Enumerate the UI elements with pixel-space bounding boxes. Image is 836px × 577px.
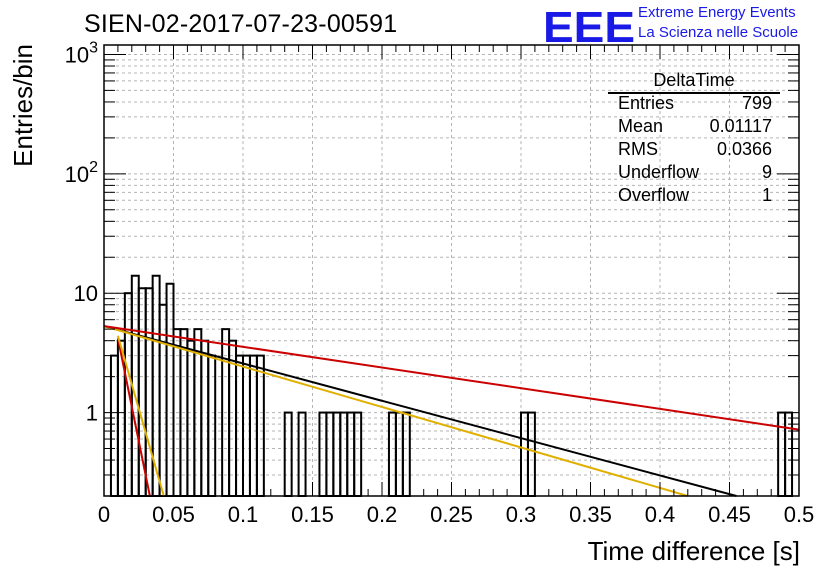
grid-lines [103, 45, 800, 497]
y-tick-label: 1 [86, 401, 98, 426]
stat-value: 1 [761, 185, 772, 205]
histogram-bar [325, 411, 335, 497]
eee-logo-mark: EEE [543, 3, 635, 46]
stat-label: Mean [618, 116, 664, 136]
y-tick-exponent: 3 [89, 39, 98, 56]
stat-value: 0.0366 [716, 139, 772, 159]
histogram-bar [346, 411, 356, 497]
stat-row-entries: Entries 799 [618, 93, 772, 115]
fit-line [116, 337, 151, 497]
stat-label: RMS [618, 139, 658, 159]
y-tick-mantissa: 10 [65, 162, 89, 187]
x-tick-label: 0.45 [708, 502, 751, 527]
histogram-bar [283, 411, 293, 497]
histogram-bar [520, 411, 529, 497]
histogram-bar [339, 411, 349, 497]
x-tick-label: 0.3 [506, 502, 537, 527]
histogram-bar [784, 411, 794, 497]
tick-labels: 0 0.05 0.1 0.15 0.2 0.25 0.3 0.35 0.4 0.45 0.51101… [65, 39, 815, 527]
x-tick-label: 0.35 [569, 502, 612, 527]
stat-row-rms: RMS 0.0366 [618, 139, 772, 161]
stat-row-mean: Mean 0.01117 [618, 116, 772, 138]
histogram-bar [332, 411, 342, 497]
x-tick-label: 0.05 [152, 502, 195, 527]
histogram-bars [109, 274, 794, 498]
logo-line-1: Extreme Energy Events [638, 4, 796, 21]
run-title: SIEN-02-2017-07-23-00591 [84, 10, 398, 38]
histogram-bar [394, 411, 404, 497]
stat-label: Overflow [618, 185, 690, 205]
stats-divider [608, 92, 780, 94]
histogram-bar [158, 303, 168, 497]
histogram-bar [297, 411, 307, 497]
y-tick-label: 10 [74, 281, 98, 306]
axis-ticks [103, 45, 800, 497]
stat-label: Underflow [618, 162, 700, 182]
fit-line [103, 325, 800, 431]
stat-row-overflow: Overflow 1 [618, 185, 772, 207]
eee-logo: EEE [543, 3, 635, 46]
stat-value: 0.01117 [709, 116, 772, 136]
fit-curves [103, 325, 800, 497]
stats-title: DeltaTime [653, 70, 735, 90]
x-tick-label: 0.2 [367, 502, 398, 527]
y-tick-exponent: 2 [89, 159, 98, 176]
stat-row-underflow: Underflow 9 [618, 162, 772, 184]
histogram-bar [353, 411, 363, 497]
x-tick-label: 0.25 [430, 502, 473, 527]
x-tick-label: 0.15 [291, 502, 334, 527]
histogram-bar [526, 411, 536, 497]
stat-value: 799 [741, 93, 772, 113]
x-axis-label: Time difference [s] [588, 536, 800, 566]
x-tick-label: 0 [98, 502, 110, 527]
y-tick-label: 102 [65, 159, 98, 187]
x-tick-label: 0.5 [784, 502, 815, 527]
x-tick-label: 0.1 [228, 502, 259, 527]
y-tick-mantissa: 1 [86, 401, 98, 426]
y-axis-label: Entries/bin [8, 44, 38, 167]
fit-line [116, 335, 165, 497]
logo-line-2: La Scienza nelle Scuole [638, 24, 799, 41]
stat-label: Entries [618, 93, 675, 113]
fit-line [103, 325, 689, 497]
histogram-bar [165, 282, 175, 497]
x-tick-label: 0.4 [645, 502, 676, 527]
stats-box: DeltaTime Entries 799 Mean 0.01117 RMS 0… [608, 70, 780, 210]
stat-value: 9 [761, 162, 772, 182]
histogram-bar [777, 411, 787, 497]
fit-line [103, 325, 737, 497]
histogram-bar [387, 411, 397, 497]
y-tick-mantissa: 10 [65, 42, 89, 67]
y-tick-label: 103 [65, 39, 98, 67]
histogram-bar [318, 411, 328, 497]
histogram-bar [401, 411, 411, 497]
y-tick-mantissa: 10 [74, 281, 98, 306]
